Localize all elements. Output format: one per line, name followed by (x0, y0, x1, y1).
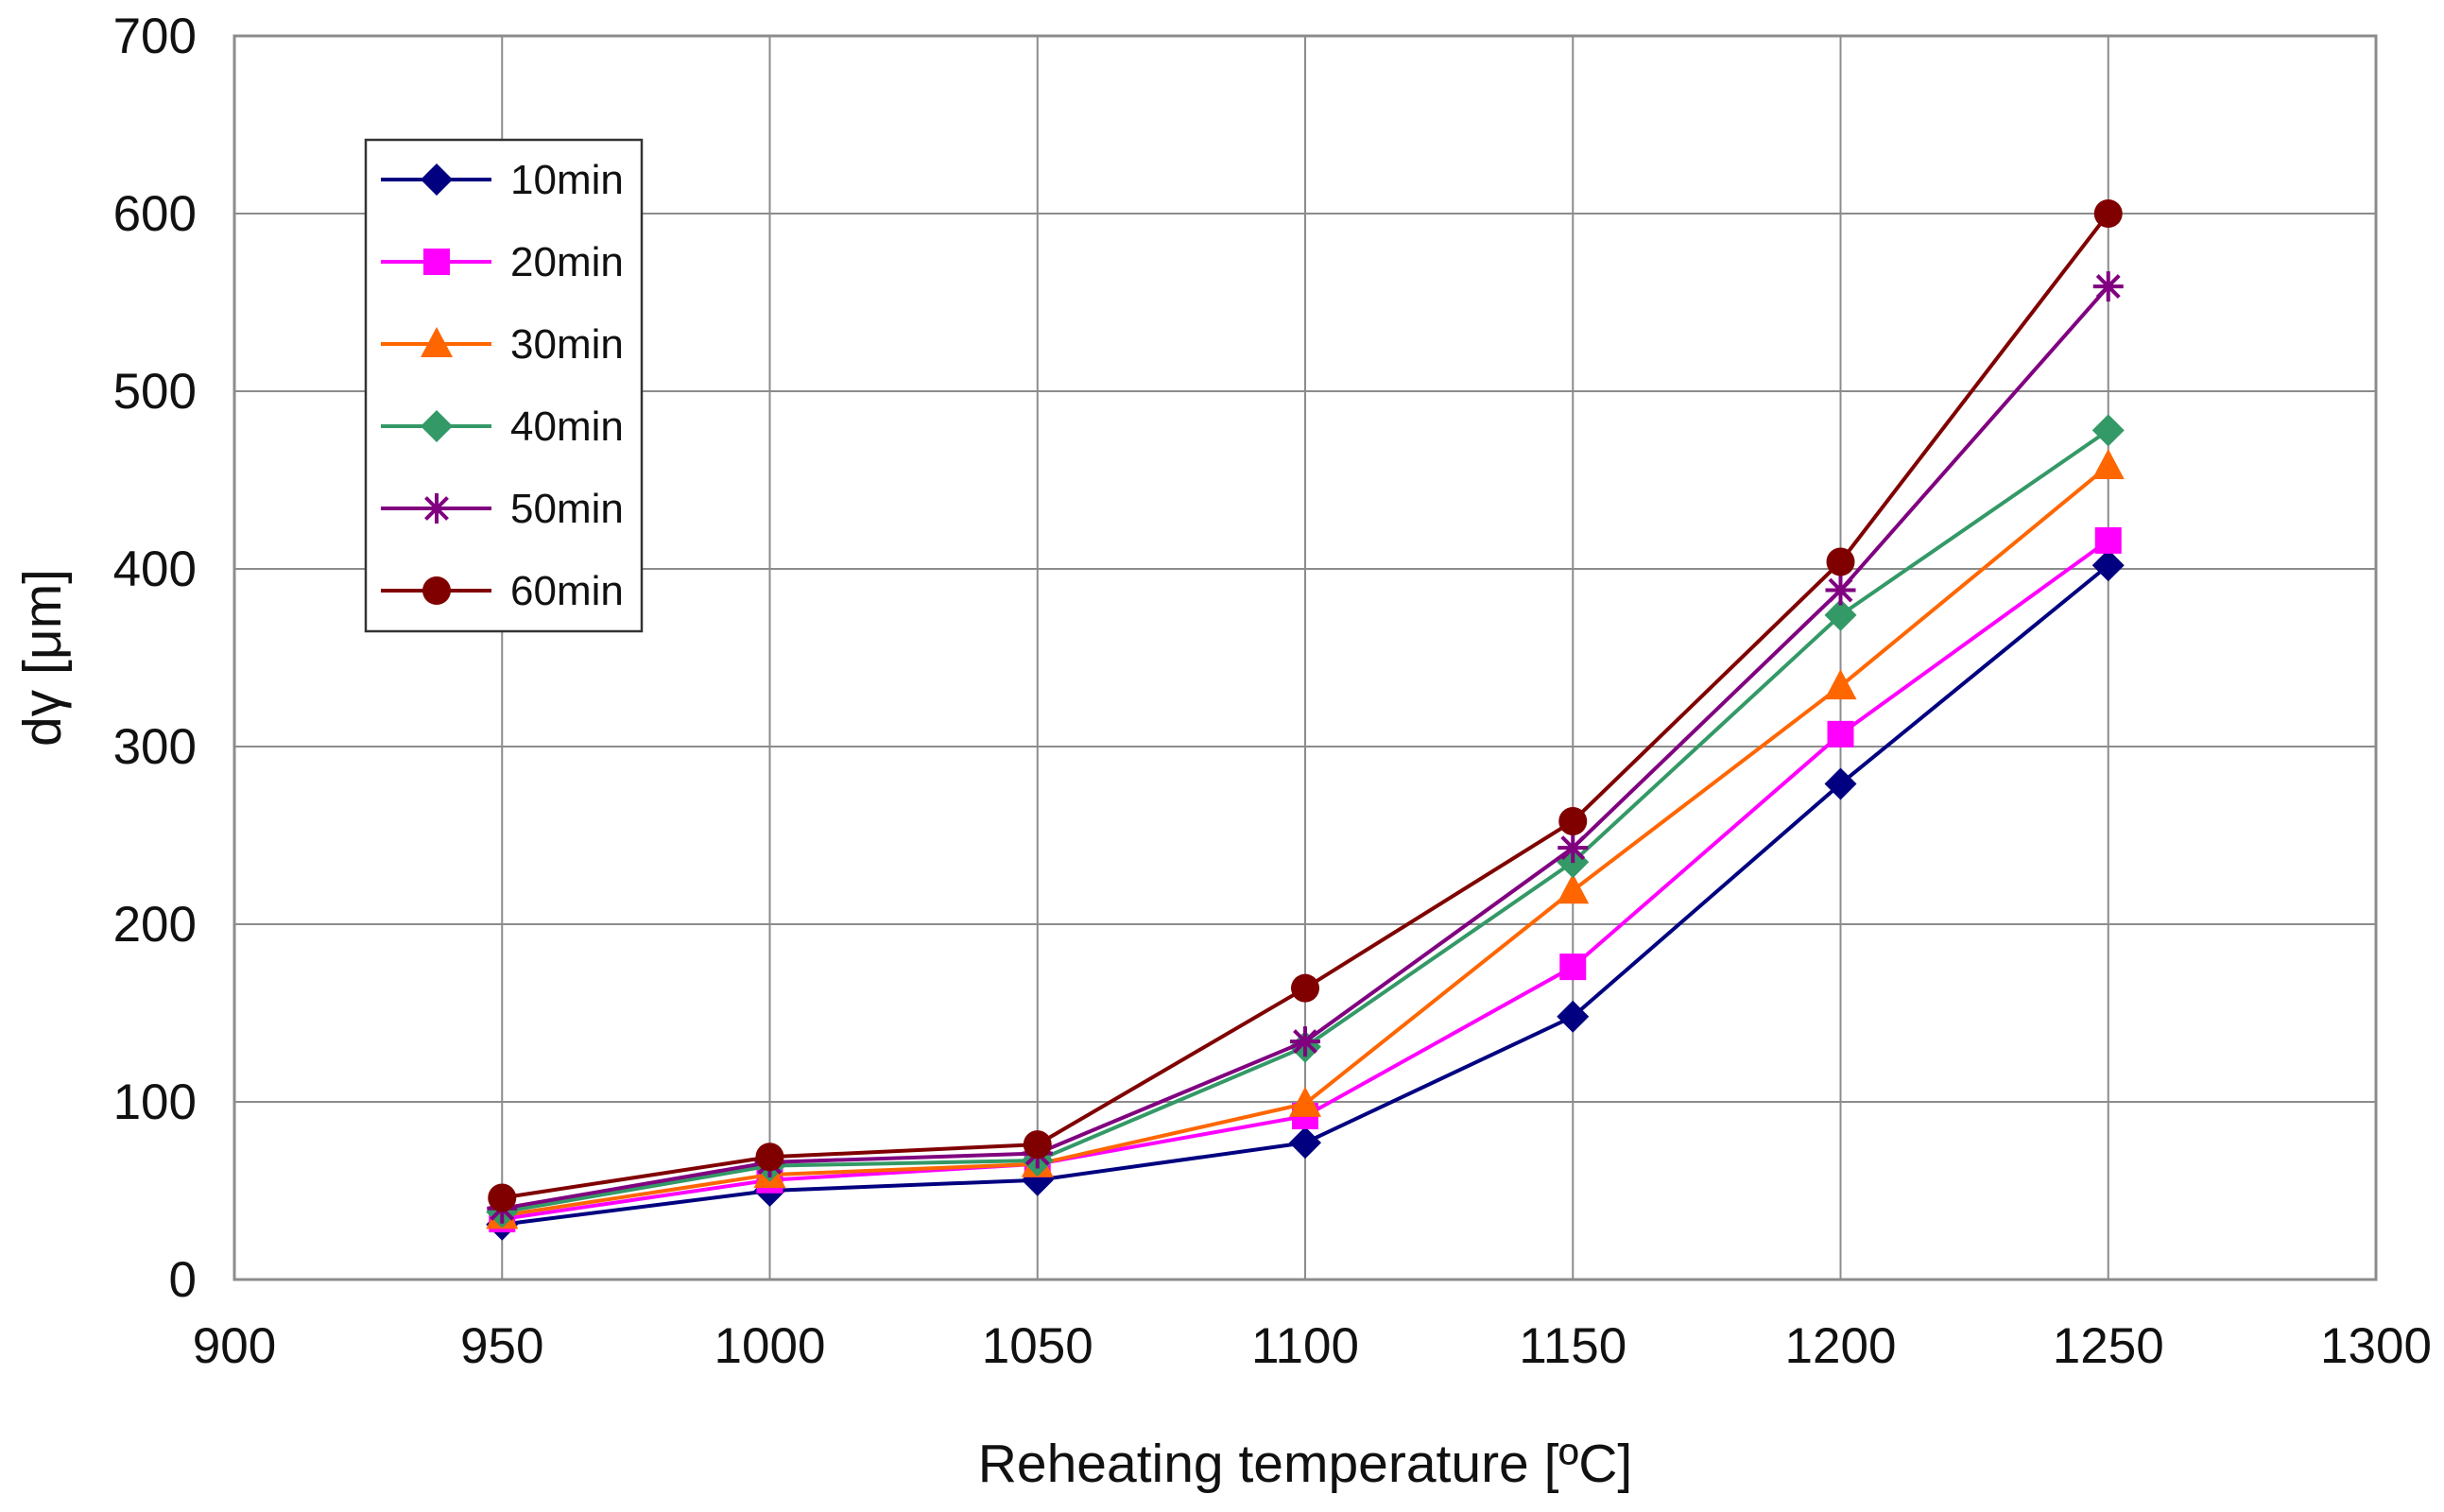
y-tick-label: 200 (113, 897, 197, 953)
legend-item: 40min (381, 404, 624, 450)
x-tick-label: 1150 (1519, 1318, 1626, 1374)
y-tick-label: 400 (113, 541, 197, 597)
legend-label: 60min (510, 568, 624, 614)
legend-label: 50min (510, 486, 624, 532)
data-point (1558, 806, 1588, 835)
data-point (1824, 669, 1857, 700)
legend: 10min 20min 30min 40min 50min 60min (364, 138, 644, 633)
y-tick-label: 500 (113, 364, 197, 420)
legend-item: 10min (381, 157, 624, 203)
data-point (1825, 575, 1856, 606)
data-point (1291, 973, 1319, 1003)
y-tick-label: 300 (113, 719, 197, 775)
legend-label: 20min (510, 239, 624, 285)
data-point (488, 1183, 517, 1212)
y-tick-label: 0 (169, 1252, 197, 1308)
legend-item: 30min (381, 321, 624, 368)
legend-marker (422, 576, 451, 605)
series-60min (488, 199, 2123, 1212)
x-tick-label: 1050 (982, 1318, 1093, 1374)
x-tick-label: 1250 (2053, 1318, 2164, 1374)
x-tick-label: 950 (460, 1318, 543, 1374)
legend-marker (421, 410, 453, 442)
data-point (1557, 873, 1590, 904)
legend-marker (421, 163, 453, 196)
legend-item: 20min (381, 239, 624, 285)
x-tick-label: 900 (193, 1318, 276, 1374)
y-tick-label: 700 (113, 9, 197, 64)
data-point (2091, 549, 2125, 582)
x-tick-label: 1000 (714, 1318, 826, 1374)
data-point (1824, 767, 1857, 800)
legend-item: 50min (381, 486, 624, 532)
y-axis-title: dγ [μm] (12, 569, 73, 747)
data-point (1557, 1000, 1590, 1033)
data-series (486, 199, 2125, 1241)
legend-label: 40min (510, 404, 624, 450)
y-tick-label: 100 (113, 1074, 197, 1130)
x-tick-label: 1300 (2320, 1318, 2432, 1374)
legend-item: 60min (381, 568, 624, 614)
legend-marker (423, 249, 450, 275)
data-point (1826, 547, 1855, 576)
y-tick-labels: 0 100 200 300 400 500 600 700 (113, 9, 197, 1308)
data-point (1558, 833, 1589, 864)
data-point (2092, 271, 2124, 302)
data-point (1289, 1126, 1321, 1160)
legend-label: 30min (510, 321, 624, 368)
data-point (2094, 526, 2122, 554)
legend-label: 10min (510, 157, 624, 203)
data-point (1023, 1130, 1052, 1160)
data-point (755, 1143, 784, 1172)
y-tick-label: 600 (113, 186, 197, 242)
x-axis-title: Reheating temperature [ºC] (978, 1434, 1633, 1494)
data-point (1290, 1026, 1320, 1057)
data-point (2091, 414, 2125, 447)
data-point (1824, 598, 1857, 631)
x-tick-labels: 900 950 1000 1050 1100 1150 1200 1250 1300 (193, 1318, 2432, 1374)
legend-box (364, 138, 644, 633)
legend-marker (422, 493, 452, 524)
data-point (1289, 1086, 1321, 1117)
data-point (1559, 954, 1587, 981)
x-tick-label: 1200 (1785, 1318, 1897, 1374)
legend-marker (421, 327, 453, 357)
data-point (2093, 199, 2123, 228)
data-point (2091, 448, 2125, 479)
data-point (1827, 720, 1854, 747)
x-tick-label: 1100 (1251, 1318, 1359, 1374)
